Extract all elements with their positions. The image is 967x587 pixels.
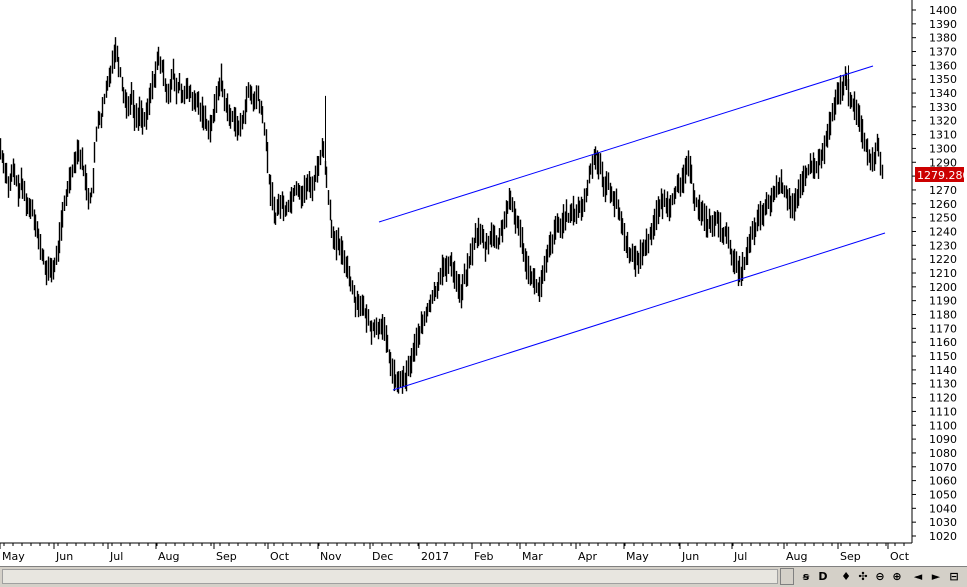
y-tick-label: 1220 (929, 253, 957, 266)
crosshair-icon[interactable]: ✣ (858, 570, 868, 583)
y-tick-label: 1090 (929, 433, 957, 446)
period-daily-button[interactable]: D (818, 570, 828, 583)
x-tick-label: Jun (681, 550, 699, 563)
x-tick-label: Sep (216, 550, 237, 563)
chart-toolbar: ꞩ D ♦ ✣ ⊖ ⊕ ◄ ► ⊟ (0, 566, 967, 587)
y-tick-label: 1260 (929, 198, 957, 211)
x-tick-label: 2017 (421, 550, 449, 563)
scroll-reset-icon[interactable]: ꞩ (802, 570, 810, 583)
y-tick-label: 1370 (929, 46, 957, 59)
x-tick-label: Oct (890, 550, 910, 563)
y-tick-label: 1130 (929, 378, 957, 391)
y-tick-label: 1320 (929, 115, 957, 128)
y-tick-label: 1330 (929, 101, 957, 114)
x-tick-label: Dec (372, 550, 393, 563)
y-tick-label: 1140 (929, 364, 957, 377)
trend-channel (378, 65, 886, 391)
y-tick-label: 1310 (929, 129, 957, 142)
scrollbar-thumb[interactable] (780, 568, 794, 585)
x-tick-label: Sep (840, 550, 861, 563)
upper-trend-line (378, 65, 874, 223)
y-tick-label: 1360 (929, 59, 957, 72)
x-tick-label: Mar (522, 550, 543, 563)
y-tick-label: 1400 (929, 4, 957, 17)
y-tick-label: 1200 (929, 281, 957, 294)
last-price-label: 1279.280 (917, 169, 967, 182)
y-tick-label: 1020 (929, 530, 957, 543)
price-bars (0, 37, 884, 394)
y-tick-label: 1390 (929, 18, 957, 31)
price-chart[interactable]: 1020103010401050106010701080109011001110… (0, 0, 967, 566)
scroll-right-icon[interactable]: ► (931, 570, 941, 583)
x-tick-label: May (626, 550, 649, 563)
scroll-left-icon[interactable]: ◄ (913, 570, 923, 583)
y-tick-label: 1180 (929, 309, 957, 322)
last-price-marker: 1279.280 (915, 167, 967, 182)
y-tick-label: 1120 (929, 392, 957, 405)
last-price-box (915, 167, 964, 182)
y-tick-label: 1270 (929, 184, 957, 197)
y-tick-label: 1110 (929, 405, 957, 418)
y-tick-label: 1290 (929, 156, 957, 169)
horizontal-scrollbar[interactable] (2, 569, 778, 584)
zoom-in-icon[interactable]: ⊕ (892, 570, 902, 583)
y-tick-label: 1050 (929, 488, 957, 501)
x-axis-ticks: May Jun Jul Aug Sep Oct Nov Dec 2017 Feb Mar Apr May… (0, 543, 910, 563)
y-tick-label: 1080 (929, 447, 957, 460)
y-tick-label: 1340 (929, 87, 957, 100)
y-axis-ticks: 1020103010401050106010701080109011001110… (912, 4, 957, 543)
panel-toggle-icon[interactable]: ⊟ (949, 570, 959, 583)
y-tick-label: 1240 (929, 225, 957, 238)
x-tick-label: Feb (474, 550, 493, 563)
x-tick-label: Jul (109, 550, 123, 563)
vertical-zoom-icon[interactable]: ♦ (841, 570, 851, 583)
y-tick-label: 1070 (929, 461, 957, 474)
y-tick-label: 1350 (929, 73, 957, 86)
x-tick-label: May (2, 550, 25, 563)
x-tick-label: Aug (158, 550, 179, 563)
y-tick-label: 1300 (929, 142, 957, 155)
y-tick-label: 1230 (929, 239, 957, 252)
y-tick-label: 1170 (929, 322, 957, 335)
y-tick-label: 1030 (929, 516, 957, 529)
x-tick-label: Aug (786, 550, 807, 563)
y-tick-label: 1160 (929, 336, 957, 349)
lower-trend-line (392, 232, 886, 391)
y-tick-label: 1150 (929, 350, 957, 363)
x-tick-label: Nov (320, 550, 342, 563)
y-tick-label: 1190 (929, 295, 957, 308)
y-tick-label: 1380 (929, 32, 957, 45)
y-tick-label: 1250 (929, 212, 957, 225)
zoom-out-icon[interactable]: ⊖ (875, 570, 885, 583)
y-tick-label: 1060 (929, 475, 957, 488)
x-tick-label: Jun (55, 550, 73, 563)
y-tick-label: 1040 (929, 502, 957, 515)
x-tick-label: Oct (270, 550, 290, 563)
x-tick-label: Jul (733, 550, 747, 563)
y-tick-label: 1100 (929, 419, 957, 432)
y-tick-label: 1210 (929, 267, 957, 280)
x-tick-label: Apr (578, 550, 598, 563)
